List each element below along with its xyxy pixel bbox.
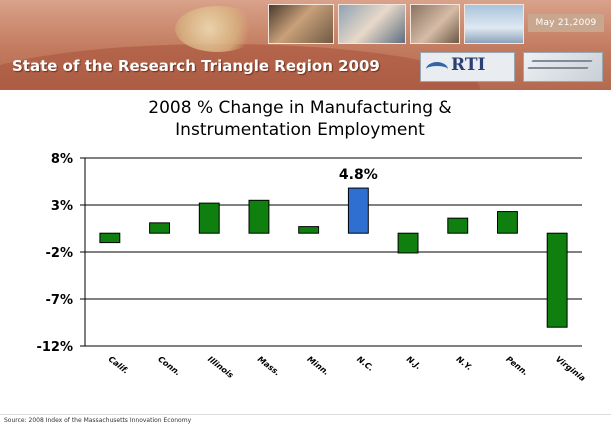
x-tick-label: N.C. <box>355 354 375 373</box>
x-tick-label: Illinois <box>206 354 235 380</box>
y-tick-label: 8% <box>51 152 73 167</box>
x-tick-label: N.J. <box>405 354 423 371</box>
bar-penn <box>497 211 518 234</box>
x-tick-label: Mass. <box>256 354 282 377</box>
y-tick-label: -2% <box>46 246 73 261</box>
bar-mass <box>248 199 270 234</box>
header-photo-airplane <box>464 4 524 44</box>
data-label: 4.8% <box>339 167 378 183</box>
bar-conn <box>149 222 170 234</box>
x-tick-label: N.Y. <box>455 354 474 372</box>
source-note: Source: 2008 Index of the Massachusetts … <box>4 417 192 424</box>
gridlines <box>85 157 582 300</box>
bars <box>99 187 568 328</box>
bar-virginia <box>546 232 568 328</box>
bar-nc <box>347 187 369 234</box>
header-photo-people <box>268 4 334 44</box>
rti-logo-text: RTI <box>451 55 486 75</box>
x-tick-label: Calif. <box>107 354 131 375</box>
x-tick-label: Penn. <box>504 354 530 377</box>
rti-swoosh-icon <box>426 62 448 77</box>
banner-glow-graphic <box>175 6 260 52</box>
y-tick-label: -12% <box>36 340 73 355</box>
labels: 8% 3% -2% -7% -12% Calif. Conn. Illinois Mass. Mi… <box>36 152 587 383</box>
header-photo-students <box>338 4 406 44</box>
x-tick-label: Minn. <box>305 354 330 377</box>
header-photo-portrait <box>410 4 460 44</box>
x-tick-label: Conn. <box>156 354 182 377</box>
bar-minn <box>298 226 320 234</box>
footer-divider <box>0 414 611 415</box>
bar-calif <box>99 232 121 244</box>
rti-logo: RTI <box>420 52 515 82</box>
y-tick-label: 3% <box>51 199 73 214</box>
slide-header-banner: May 21,2009 State of the Research Triang… <box>0 0 611 90</box>
x-tick-label: Virginia <box>554 354 587 383</box>
bar-illinois <box>198 202 220 234</box>
research-triangle-region-logo <box>523 52 603 82</box>
slide-header-title: State of the Research Triangle Region 20… <box>12 57 380 75</box>
bar-ny <box>447 217 469 234</box>
bar-nj <box>397 232 419 254</box>
slide-date: May 21,2009 <box>528 14 604 32</box>
y-tick-label: -7% <box>46 293 73 308</box>
chart-title: 2008 % Change in Manufacturing & Instrum… <box>148 98 452 140</box>
axes <box>80 157 582 347</box>
